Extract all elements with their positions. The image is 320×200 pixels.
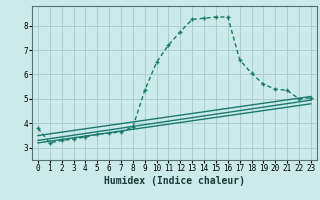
X-axis label: Humidex (Indice chaleur): Humidex (Indice chaleur): [104, 176, 245, 186]
